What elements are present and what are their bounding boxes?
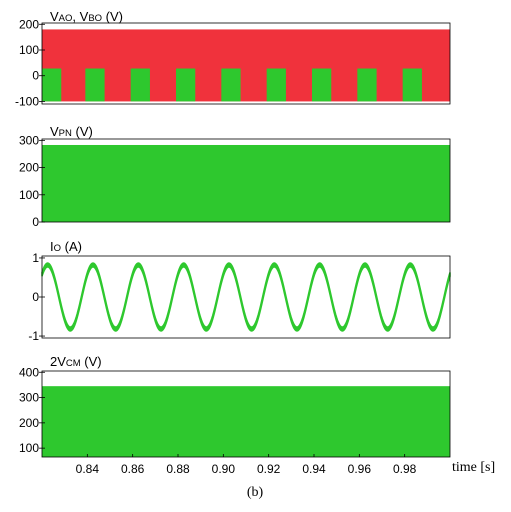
x-tick-label: 0.94 (302, 462, 326, 476)
x-tick-label: 0.98 (393, 462, 417, 476)
title-part: , V (72, 9, 88, 24)
plot-frame (41, 138, 451, 223)
plot-frame (41, 370, 451, 458)
x-tick-label: 0.92 (257, 462, 281, 476)
pulse (176, 68, 196, 102)
pulse (402, 68, 422, 102)
title-part: AO (59, 13, 73, 24)
y-tick-label: -1 (28, 329, 39, 343)
y-tick-label: 100 (19, 441, 39, 455)
y-tick-label: 0 (32, 215, 39, 229)
y-tick-label: 300 (19, 133, 39, 147)
figure-caption: (b) (247, 485, 264, 500)
x-tick-label: 0.96 (348, 462, 372, 476)
y-tick-label: 200 (19, 161, 39, 175)
pulse (130, 68, 150, 102)
panel-4: 400 300 200 100 2VCM (V) (19, 354, 451, 458)
title-part: I (50, 239, 54, 254)
plot-frame (41, 22, 451, 105)
title-part: O (54, 243, 61, 254)
y-tick-label: 200 (19, 416, 39, 430)
y-tick-label: 100 (19, 188, 39, 202)
panel-title: 2VCM (V) (50, 354, 102, 369)
x-tick-label: 0.84 (76, 462, 100, 476)
title-part: PN (59, 128, 72, 139)
series-band-red (42, 29, 450, 102)
pulse (85, 68, 105, 102)
pulse (221, 68, 241, 102)
title-part: V (50, 124, 59, 139)
title-part: (V) (72, 124, 93, 139)
y-tick-label: 0 (32, 290, 39, 304)
panel-3: 1 0 -1 IO (A) (28, 239, 451, 343)
panel-title: IO (A) (50, 239, 82, 254)
title-part: BO (88, 13, 102, 24)
panel-1: 200 100 0 -100 VAO, VBO (V) (15, 9, 451, 108)
y-tick-label: 100 (19, 43, 39, 57)
x-tick-label: 0.90 (212, 462, 236, 476)
y-tick-label: 400 (19, 365, 39, 379)
title-part: (A) (61, 239, 82, 254)
pulse (357, 68, 377, 102)
title-part: (V) (81, 354, 102, 369)
pulse (312, 68, 332, 102)
y-tick-label: 1 (32, 251, 39, 265)
x-tick-label: 0.86 (121, 462, 145, 476)
pulse (42, 68, 62, 102)
title-part: 2V (50, 354, 66, 369)
pulse (266, 68, 286, 102)
y-tick-label: 0 (32, 69, 39, 83)
y-tick-label: -100 (15, 94, 39, 108)
title-part: (V) (102, 9, 123, 24)
y-tick-label: 200 (19, 17, 39, 31)
x-axis-label: time [s] (452, 460, 495, 475)
panel-title: VPN (V) (50, 124, 93, 139)
x-axis: 0.84 0.86 0.88 0.90 0.92 0.94 0.96 0.98 (76, 454, 417, 476)
sine-waveform (41, 262, 451, 332)
title-part: V (50, 9, 59, 24)
x-tick-label: 0.88 (166, 462, 190, 476)
panel-2: 300 200 100 0 VPN (V) (19, 124, 451, 229)
y-tick-label: 300 (19, 391, 39, 405)
series-band-green (42, 144, 450, 222)
panel-title: VAO, VBO (V) (50, 9, 123, 24)
series-band-green (42, 386, 450, 457)
title-part: CM (66, 358, 81, 369)
